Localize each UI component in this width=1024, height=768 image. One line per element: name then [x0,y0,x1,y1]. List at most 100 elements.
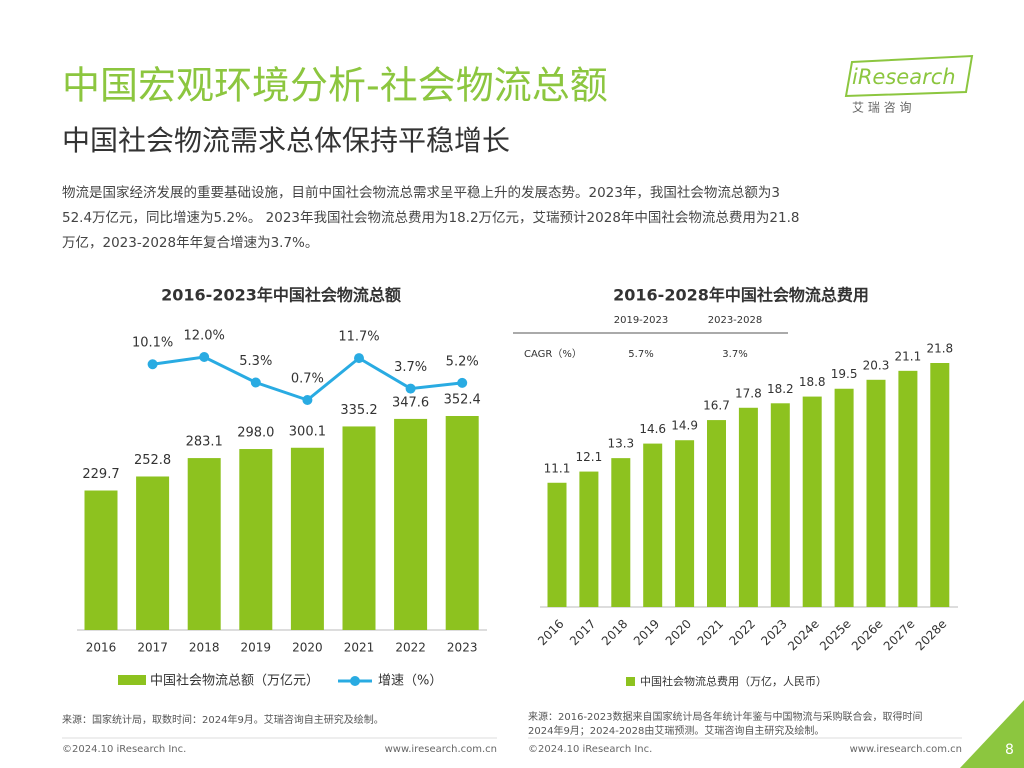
x-tick-label: 2020 [663,617,694,648]
bar [611,458,631,607]
x-tick-label: 2016 [535,617,566,648]
legend-swatch [118,675,146,685]
x-tick-label: 2018 [189,641,220,655]
x-tick-label: 2022 [395,641,426,655]
legend-label: 增速（%） [378,674,442,689]
x-tick-label: 2021 [695,617,726,648]
bar [84,490,118,630]
legend-swatch [626,677,635,686]
value-label: 12.0% [184,329,225,344]
value-label: 10.1% [132,336,173,351]
value-label: 16.7 [703,399,730,413]
bar [342,426,376,630]
x-tick-label: 2017 [567,617,598,648]
x-tick-label: 2027e [881,617,918,654]
source: 来源：2016-2023数据来自国家统计局各年统计年鉴与中国物流与采购联合会，取… [528,710,923,723]
value-label: 5.2% [446,354,479,369]
intro-line: 物流是国家经济发展的重要基础设施，目前中国社会物流总需求呈平稳上升的发展态势。2… [62,184,780,201]
slide-title: 中国宏观环境分析-社会物流总额 [62,64,608,108]
value-label: 335.2 [340,403,377,418]
x-tick-label: 2019 [631,617,662,648]
value-label: 298.0 [237,426,274,441]
bar [738,407,758,607]
logo-sub: 艾 瑞 咨 询 [852,100,911,115]
value-label: 21.8 [926,342,953,356]
value-label: 3.7% [394,360,427,375]
bar [547,482,567,607]
x-tick-label: 2016 [86,641,117,655]
x-tick-label: 2017 [137,641,168,655]
bar [445,416,479,630]
chart-title: 2016-2028年中国社会物流总费用 [613,286,869,305]
x-tick-label: 2018 [599,617,630,648]
corner [960,700,1024,768]
bar [675,440,695,607]
line-point [457,377,468,388]
bar [866,379,886,607]
line-point [147,359,158,370]
value-label: 5.3% [239,354,272,369]
line-point [302,395,313,405]
line-point [405,383,416,394]
bar [802,396,822,607]
intro-line: 万亿，2023-2028年年复合增速为3.7%。 [62,234,318,251]
value-label: 14.9 [671,419,698,433]
bar [643,443,663,607]
bar [930,363,950,607]
value-label: 18.2 [767,382,794,396]
x-tick-label: 2020 [292,641,323,655]
legend-point [350,676,360,686]
x-tick-label: 2021 [344,641,375,655]
copyright: ©2024.10 iResearch Inc. [528,744,652,755]
url: www.iresearch.com.cn [850,744,962,755]
logo: iResearch [852,65,956,89]
value-label: 0.7% [291,372,324,387]
slide-subtitle: 中国社会物流需求总体保持平稳增长 [62,124,510,157]
x-tick-label: 2024e [785,617,822,654]
source: 来源：国家统计局，取数时间：2024年9月。艾瑞咨询自主研究及绘制。 [62,713,384,726]
source: 2024年9月；2024-2028由艾瑞预测。艾瑞咨询自主研究及绘制。 [528,724,824,737]
value-label: 352.4 [444,393,481,408]
x-tick-label: 2019 [241,641,272,655]
value-label: 19.5 [831,367,858,381]
value-label: 300.1 [289,424,326,439]
value-label: 13.3 [607,437,634,451]
bar [290,447,324,630]
bar [136,476,170,630]
value-label: 11.7% [338,330,379,345]
value-label: 18.8 [799,375,826,389]
bar [834,388,854,607]
value-label: 14.6 [639,422,666,436]
chart-title: 2016-2023年中国社会物流总额 [161,286,401,305]
url: www.iresearch.com.cn [385,744,497,755]
value-label: 11.1 [544,461,571,475]
bar [707,420,726,607]
table-cell: CAGR（%） [524,348,582,360]
intro-line: 52.4万亿元，同比增速为5.2%。 2023年我国社会物流总费用为18.2万亿… [62,210,799,226]
bar [239,449,273,630]
logo-frame [844,54,974,98]
legend-label: 中国社会物流总费用（万亿，人民币） [640,674,827,688]
value-label: 20.3 [863,358,890,372]
value-label: 17.8 [735,386,762,400]
bar [898,370,918,607]
bar [394,418,428,630]
x-tick-label: 2022 [726,617,757,648]
x-tick-label: 2023 [447,641,478,655]
value-label: 252.8 [134,453,171,468]
table-header: 2023-2028 [708,315,763,326]
value-label: 229.7 [82,467,119,482]
table-cell: 5.7% [628,349,653,360]
line-point [199,352,210,362]
x-tick-label: 2025e [817,617,854,654]
value-label: 21.1 [895,349,922,363]
table-cell: 3.7% [722,349,747,360]
x-tick-label: 2026e [849,617,886,654]
page-number: 8 [1005,742,1014,758]
value-label: 347.6 [392,395,429,410]
copyright: ©2024.10 iResearch Inc. [62,744,186,755]
line-point [354,353,364,364]
value-label: 283.1 [186,435,223,450]
bar [579,471,599,607]
